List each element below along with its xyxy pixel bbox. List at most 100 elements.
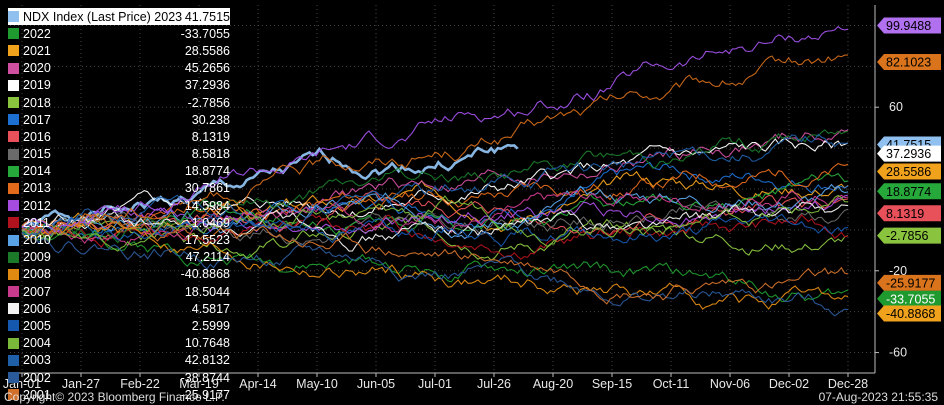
- value-tag-bg: [877, 163, 941, 180]
- legend-item: NDX Index (Last Price) 2023 41.7515: [8, 8, 230, 26]
- legend-label: 2001: [23, 387, 51, 402]
- legend-swatch: [8, 286, 19, 298]
- value-tag: -40.8868: [877, 305, 941, 322]
- legend-value: 30.7861: [184, 181, 230, 196]
- legend-label: 2022: [23, 26, 51, 41]
- legend-item: 2019 37.2936: [8, 77, 230, 94]
- value-tag-bg: [877, 205, 941, 222]
- series-line-1999: [21, 25, 849, 233]
- legend-value: 8.1319: [191, 129, 230, 144]
- legend-item: 2007 18.5044: [8, 283, 230, 300]
- legend-swatch: [8, 182, 19, 194]
- legend-label: 2004: [23, 336, 51, 351]
- value-tag: 99.9488: [877, 17, 941, 34]
- legend-label: 2020: [23, 61, 51, 76]
- legend-swatch: [8, 337, 19, 349]
- series-line-2004: [21, 194, 849, 252]
- legend-value: 28.5586: [184, 43, 230, 58]
- legend-value: 45.2656: [184, 61, 230, 76]
- legend-label: 2013: [23, 181, 51, 196]
- value-tag: 37.2936: [877, 145, 941, 162]
- x-tick-label: Jul-01: [418, 377, 452, 391]
- legend-swatch: [8, 234, 19, 246]
- value-tag-label: -25.9177: [886, 276, 935, 290]
- series-line-2000: [22, 54, 848, 236]
- legend-label: 2008: [23, 267, 51, 282]
- legend-swatch: [8, 165, 19, 177]
- legend-swatch: [8, 268, 19, 280]
- legend-swatch: [8, 217, 19, 229]
- value-tag-bg: [877, 227, 941, 244]
- legend-label: 2012: [23, 198, 51, 213]
- legend-item: 2003 42.8132: [8, 352, 230, 369]
- x-tick-label: Dec-28: [828, 377, 868, 391]
- value-tag: 82.1023: [877, 54, 941, 71]
- value-tag-bg: [877, 145, 941, 162]
- legend-item: 2020 45.2656: [8, 60, 230, 77]
- series-line-2013: [21, 162, 849, 236]
- legend-item: 2001 -25.9177: [8, 386, 230, 403]
- legend-label: 2007: [23, 284, 51, 299]
- legend-swatch: [8, 114, 19, 126]
- legend-swatch: [8, 320, 19, 332]
- series-line-2010: [21, 183, 849, 240]
- legend-label: 2010: [23, 233, 51, 248]
- series-line-2014: [21, 172, 849, 242]
- legend-item: 2006 4.5817: [8, 300, 230, 317]
- series-line-ndx-index-last-price-2023: [21, 143, 519, 232]
- legend-value: 41.7515: [184, 9, 230, 24]
- value-tag-label: 99.9488: [886, 19, 931, 33]
- value-tag-bg: [877, 290, 941, 307]
- value-tag-bg: [877, 274, 941, 291]
- legend-label: 2011: [23, 215, 50, 230]
- value-tag: 8.1319: [877, 205, 941, 222]
- value-tag-label: 18.8774: [886, 185, 931, 199]
- legend-label: 2006: [23, 301, 51, 316]
- legend-label: 2016: [23, 129, 51, 144]
- legend-item: 2010 17.5523: [8, 231, 230, 248]
- value-tag: -33.7055: [877, 290, 941, 307]
- legend-swatch: [8, 11, 19, 23]
- legend-label: 2005: [23, 318, 51, 333]
- legend-value: -25.9177: [180, 387, 230, 402]
- legend-item: 2012 14.5984: [8, 197, 230, 214]
- value-tag-label: -40.8868: [886, 307, 935, 321]
- x-tick-label: Mar-19: [179, 377, 219, 391]
- legend-value: 2.5999: [191, 318, 230, 333]
- legend-value: 17.5523: [184, 233, 230, 248]
- legend-swatch: [8, 148, 19, 160]
- legend-value: 42.8132: [184, 353, 230, 368]
- legend-value: -33.7055: [180, 26, 230, 41]
- value-tag-label: 8.1319: [886, 207, 924, 221]
- legend-item: 2004 10.7648: [8, 335, 230, 352]
- legend-item: 2013 30.7861: [8, 180, 230, 197]
- legend-item: 2002 -38.8744: [8, 369, 230, 386]
- value-tag-label: -33.7055: [886, 292, 935, 306]
- series-line-2007: [21, 189, 849, 247]
- legend-swatch: [8, 97, 19, 109]
- value-tag-label: 37.2936: [886, 147, 931, 161]
- legend-value: 18.5044: [184, 284, 230, 299]
- legend-item: 2018 -2.7856: [8, 94, 230, 111]
- legend-value: 1.0469: [191, 215, 230, 230]
- series-line-2006: [21, 202, 849, 252]
- legend-swatch: [8, 45, 19, 57]
- legend-value: 47.2114: [185, 250, 230, 265]
- x-tick-label: May-10: [296, 377, 338, 391]
- legend-label: 2009: [23, 250, 51, 265]
- legend-value: -40.8868: [180, 267, 230, 282]
- y-tick-label: -60: [889, 346, 907, 360]
- legend-value: -38.8744: [180, 370, 230, 385]
- legend-item: 2021 28.5586: [8, 42, 230, 59]
- legend-label: 2018: [23, 95, 51, 110]
- series-line-2005: [21, 213, 849, 248]
- series-line-2008: [21, 221, 849, 310]
- x-tick-label: Aug-20: [533, 377, 573, 391]
- x-tick-label: Sep-15: [592, 377, 632, 391]
- value-tag-bg: [877, 17, 941, 34]
- footer: Copyright© 2023 Bloomberg Finance L.P. 0…: [0, 389, 944, 405]
- x-tick-label: Jan-27: [62, 377, 100, 391]
- legend-label: 2014: [23, 164, 51, 179]
- legend-swatch: [8, 28, 19, 40]
- series-line-2009: [21, 129, 849, 244]
